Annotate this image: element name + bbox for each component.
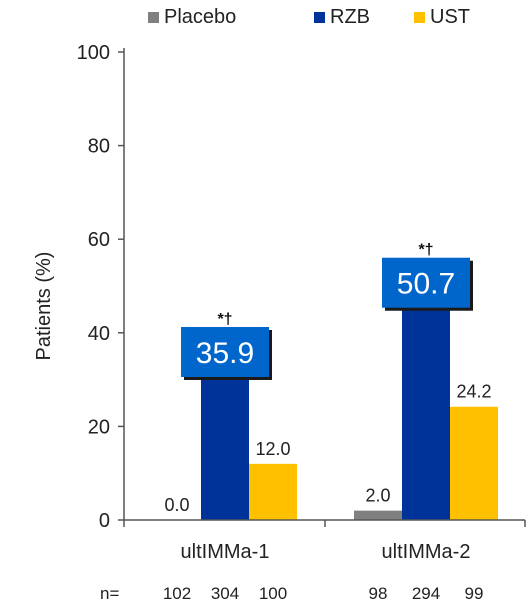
value-label-placebo-ultimma-1: 0.0 — [164, 495, 189, 515]
legend: Placebo RZB UST — [148, 6, 470, 28]
bar-ust-ultimma-1 — [249, 463, 297, 520]
value-label-ust-ultimma-2: 24.2 — [456, 382, 491, 402]
n-row-label: n= — [100, 584, 119, 603]
n-value-rzb-ultimma-1: 304 — [211, 584, 239, 603]
value-label-ust-ultimma-1: 12.0 — [255, 439, 290, 459]
y-tick-label: 80 — [88, 136, 110, 158]
bar-rzb-ultimma-2 — [402, 282, 450, 520]
bar-ust-ultimma-2 — [450, 406, 498, 520]
bars-group: 0.0 35.9 *† 12.0 2.0 50.7 *† 24.2 — [164, 242, 498, 520]
x-category-label-ultimma-1: ultIMMa-1 — [181, 541, 270, 563]
value-box-rzb-ultimma-1 — [181, 326, 269, 377]
significance-marker-rzb-ultimma-2: *† — [418, 242, 433, 259]
legend-label-ust: UST — [430, 6, 470, 28]
value-label-placebo-ultimma-2: 2.0 — [365, 486, 390, 506]
n-value-ust-ultimma-2: 99 — [465, 584, 484, 603]
y-tick-label: 40 — [88, 323, 110, 345]
value-box-rzb-ultimma-2 — [382, 257, 470, 308]
y-tick-label: 100 — [77, 42, 110, 64]
value-label-rzb-ultimma-1: 35.9 — [196, 337, 254, 370]
legend-swatch-rzb — [314, 12, 325, 23]
y-axis-label: Patients (%) — [33, 252, 55, 361]
y-tick-label: 60 — [88, 229, 110, 251]
n-value-rzb-ultimma-2: 294 — [412, 584, 440, 603]
bar-rzb-ultimma-1 — [201, 351, 249, 520]
legend-swatch-placebo — [148, 12, 159, 23]
significance-marker-rzb-ultimma-1: *† — [217, 311, 232, 328]
n-value-placebo-ultimma-1: 102 — [163, 584, 191, 603]
x-category-label-ultimma-2: ultIMMa-2 — [382, 541, 471, 563]
y-axis: 0 20 40 60 80 100 Patients (%) — [33, 42, 125, 532]
y-tick-label: 20 — [88, 416, 110, 438]
n-value-placebo-ultimma-2: 98 — [369, 584, 388, 603]
legend-label-rzb: RZB — [330, 6, 370, 28]
y-tick-label: 0 — [99, 510, 110, 532]
x-axis: ultIMMa-1 ultIMMa-2 — [123, 519, 526, 563]
legend-label-placebo: Placebo — [164, 6, 236, 28]
legend-swatch-ust — [414, 12, 425, 23]
value-label-rzb-ultimma-2: 50.7 — [397, 268, 455, 301]
n-value-ust-ultimma-1: 100 — [259, 584, 287, 603]
bar-placebo-ultimma-2 — [354, 510, 402, 520]
n-row: n= 102 304 100 98 294 99 — [100, 584, 483, 603]
